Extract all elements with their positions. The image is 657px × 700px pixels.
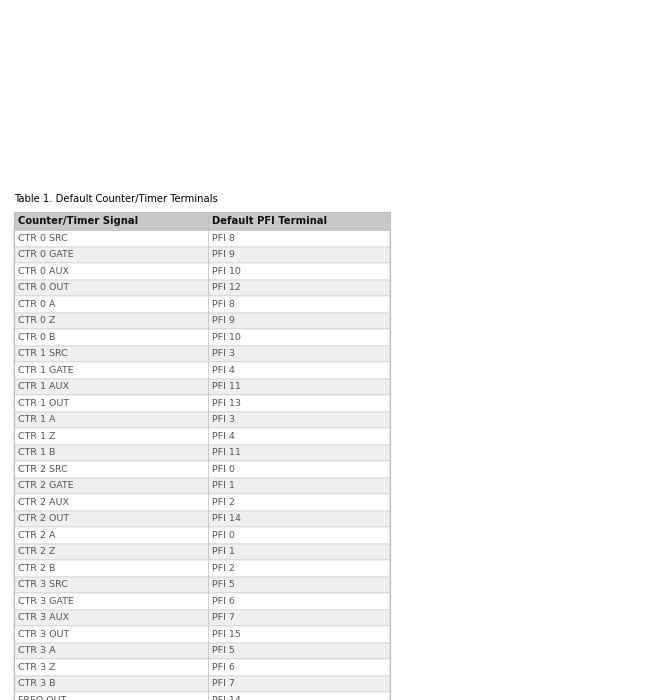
Text: CTR 2 OUT: CTR 2 OUT (18, 514, 69, 524)
Text: PFI 5: PFI 5 (212, 646, 235, 655)
Text: PFI 6: PFI 6 (212, 596, 235, 606)
Text: CTR 3 A: CTR 3 A (18, 646, 56, 655)
Bar (14, 461, 390, 477)
Bar (14, 263, 390, 279)
Bar (14, 230, 390, 246)
Text: Counter/Timer Signal: Counter/Timer Signal (18, 216, 138, 226)
Text: PFI 14: PFI 14 (212, 696, 241, 700)
Text: CTR 1 Z: CTR 1 Z (18, 432, 55, 441)
Bar (14, 510, 390, 527)
Text: CTR 3 SRC: CTR 3 SRC (18, 580, 68, 589)
Bar (14, 610, 390, 626)
Text: PFI 6: PFI 6 (212, 663, 235, 672)
Bar (14, 296, 390, 312)
Bar (14, 593, 390, 610)
Text: PFI 8: PFI 8 (212, 234, 235, 243)
Bar (14, 659, 390, 676)
Bar (14, 395, 390, 412)
Bar (14, 329, 390, 346)
Bar (14, 312, 390, 329)
Text: CTR 2 A: CTR 2 A (18, 531, 55, 540)
Text: CTR 0 OUT: CTR 0 OUT (18, 284, 69, 293)
Bar (14, 279, 390, 296)
Text: CTR 2 SRC: CTR 2 SRC (18, 465, 68, 474)
Text: CTR 3 OUT: CTR 3 OUT (18, 630, 69, 638)
Text: PFI 1: PFI 1 (212, 547, 235, 556)
Text: CTR 0 Z: CTR 0 Z (18, 316, 55, 326)
Text: PFI 9: PFI 9 (212, 316, 235, 326)
Bar (14, 346, 390, 362)
Text: PFI 12: PFI 12 (212, 284, 241, 293)
Text: PFI 11: PFI 11 (212, 448, 241, 457)
Text: CTR 3 B: CTR 3 B (18, 679, 55, 688)
Text: PFI 10: PFI 10 (212, 267, 241, 276)
Text: PFI 2: PFI 2 (212, 498, 235, 507)
Text: CTR 3 AUX: CTR 3 AUX (18, 613, 69, 622)
Text: PFI 3: PFI 3 (212, 349, 235, 358)
Text: CTR 0 AUX: CTR 0 AUX (18, 267, 69, 276)
Bar (14, 560, 390, 577)
Bar (14, 246, 390, 263)
Text: Default PFI Terminal: Default PFI Terminal (212, 216, 327, 226)
Text: Table 1. Default Counter/Timer Terminals: Table 1. Default Counter/Timer Terminals (14, 194, 217, 204)
Text: PFI 7: PFI 7 (212, 613, 235, 622)
Bar (14, 494, 390, 510)
Text: PFI 14: PFI 14 (212, 514, 241, 524)
Bar (14, 692, 390, 700)
Text: CTR 1 AUX: CTR 1 AUX (18, 382, 69, 391)
Text: CTR 0 A: CTR 0 A (18, 300, 55, 309)
Bar (14, 577, 390, 593)
Bar (14, 412, 390, 428)
Bar (14, 444, 390, 461)
Bar (14, 362, 390, 379)
Text: PFI 7: PFI 7 (212, 679, 235, 688)
Text: PFI 4: PFI 4 (212, 432, 235, 441)
Bar (14, 379, 390, 395)
Text: CTR 2 B: CTR 2 B (18, 564, 55, 573)
Text: FREQ OUT: FREQ OUT (18, 696, 66, 700)
Text: PFI 15: PFI 15 (212, 630, 241, 638)
Bar (14, 543, 390, 560)
Bar (14, 626, 390, 643)
Text: PFI 9: PFI 9 (212, 251, 235, 259)
Text: CTR 1 OUT: CTR 1 OUT (18, 399, 69, 407)
Text: PFI 11: PFI 11 (212, 382, 241, 391)
Bar (14, 212, 390, 230)
Text: PFI 1: PFI 1 (212, 482, 235, 490)
Text: PFI 5: PFI 5 (212, 580, 235, 589)
Text: PFI 2: PFI 2 (212, 564, 235, 573)
Text: CTR 2 AUX: CTR 2 AUX (18, 498, 69, 507)
Bar (14, 477, 390, 494)
Text: CTR 1 B: CTR 1 B (18, 448, 55, 457)
Text: CTR 3 Z: CTR 3 Z (18, 663, 56, 672)
Text: PFI 0: PFI 0 (212, 531, 235, 540)
Bar (14, 676, 390, 692)
Text: CTR 0 SRC: CTR 0 SRC (18, 234, 68, 243)
Text: PFI 3: PFI 3 (212, 415, 235, 424)
Bar (14, 527, 390, 543)
Text: CTR 1 GATE: CTR 1 GATE (18, 365, 74, 375)
Text: CTR 0 B: CTR 0 B (18, 332, 55, 342)
Text: PFI 13: PFI 13 (212, 399, 241, 407)
Text: PFI 4: PFI 4 (212, 365, 235, 375)
Text: PFI 10: PFI 10 (212, 332, 241, 342)
Text: CTR 1 SRC: CTR 1 SRC (18, 349, 68, 358)
Bar (14, 643, 390, 659)
Text: PFI 0: PFI 0 (212, 465, 235, 474)
Text: CTR 3 GATE: CTR 3 GATE (18, 596, 74, 606)
Text: CTR 1 A: CTR 1 A (18, 415, 55, 424)
Bar (14, 428, 390, 444)
Text: PFI 8: PFI 8 (212, 300, 235, 309)
Text: CTR 2 GATE: CTR 2 GATE (18, 482, 74, 490)
Text: CTR 0 GATE: CTR 0 GATE (18, 251, 74, 259)
Bar (14, 212, 390, 700)
Text: CTR 2 Z: CTR 2 Z (18, 547, 55, 556)
